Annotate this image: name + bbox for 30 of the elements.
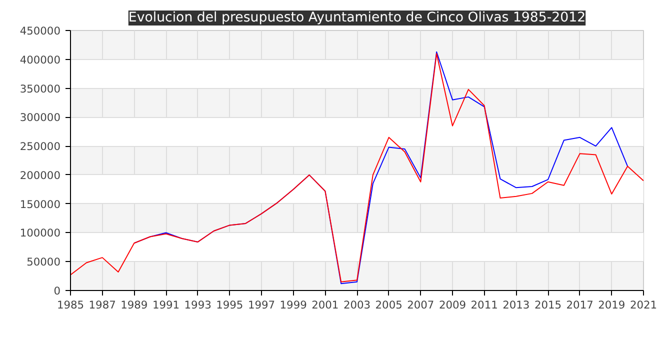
y-tick-label: 350000 — [20, 82, 61, 96]
x-tick-label: 2011 — [470, 298, 498, 312]
x-tick-label: 1987 — [88, 298, 116, 312]
x-tick-label: 2019 — [598, 298, 626, 312]
y-tick-label: 100000 — [20, 226, 61, 240]
x-tick-label: 2007 — [407, 298, 434, 312]
x-tick-label: 1993 — [184, 298, 212, 312]
x-tick-label: 1989 — [120, 298, 148, 312]
y-tick-label: 300000 — [20, 111, 61, 124]
x-tick-label: 2005 — [375, 298, 402, 312]
y-tick-label: 250000 — [20, 140, 61, 154]
x-tick-label: 1991 — [152, 298, 180, 312]
x-tick-label: 2021 — [630, 298, 658, 312]
x-tick-label: 1997 — [248, 298, 276, 312]
y-tick-label: 50000 — [26, 256, 61, 269]
x-tick-label: 1999 — [280, 298, 308, 312]
y-tick-label: 150000 — [20, 198, 61, 211]
x-tick-label: 2017 — [566, 298, 594, 312]
x-tick-label: 2003 — [343, 298, 371, 312]
y-tick-label: 0 — [54, 284, 61, 298]
chart-title: Evolucion del presupuesto Ayuntamiento de Cinco Olivas 1985-2012 — [128, 10, 586, 26]
x-tick-label: 1985 — [56, 298, 84, 312]
y-tick-label: 450000 — [20, 24, 61, 38]
x-tick-label: 2013 — [502, 298, 530, 312]
x-tick-label: 2009 — [438, 298, 466, 312]
x-tick-label: 1995 — [216, 298, 244, 312]
y-tick-label: 200000 — [20, 168, 61, 182]
x-tick-label: 2015 — [534, 298, 562, 312]
y-tick-label: 400000 — [20, 53, 61, 66]
x-tick-label: 2001 — [312, 298, 339, 312]
